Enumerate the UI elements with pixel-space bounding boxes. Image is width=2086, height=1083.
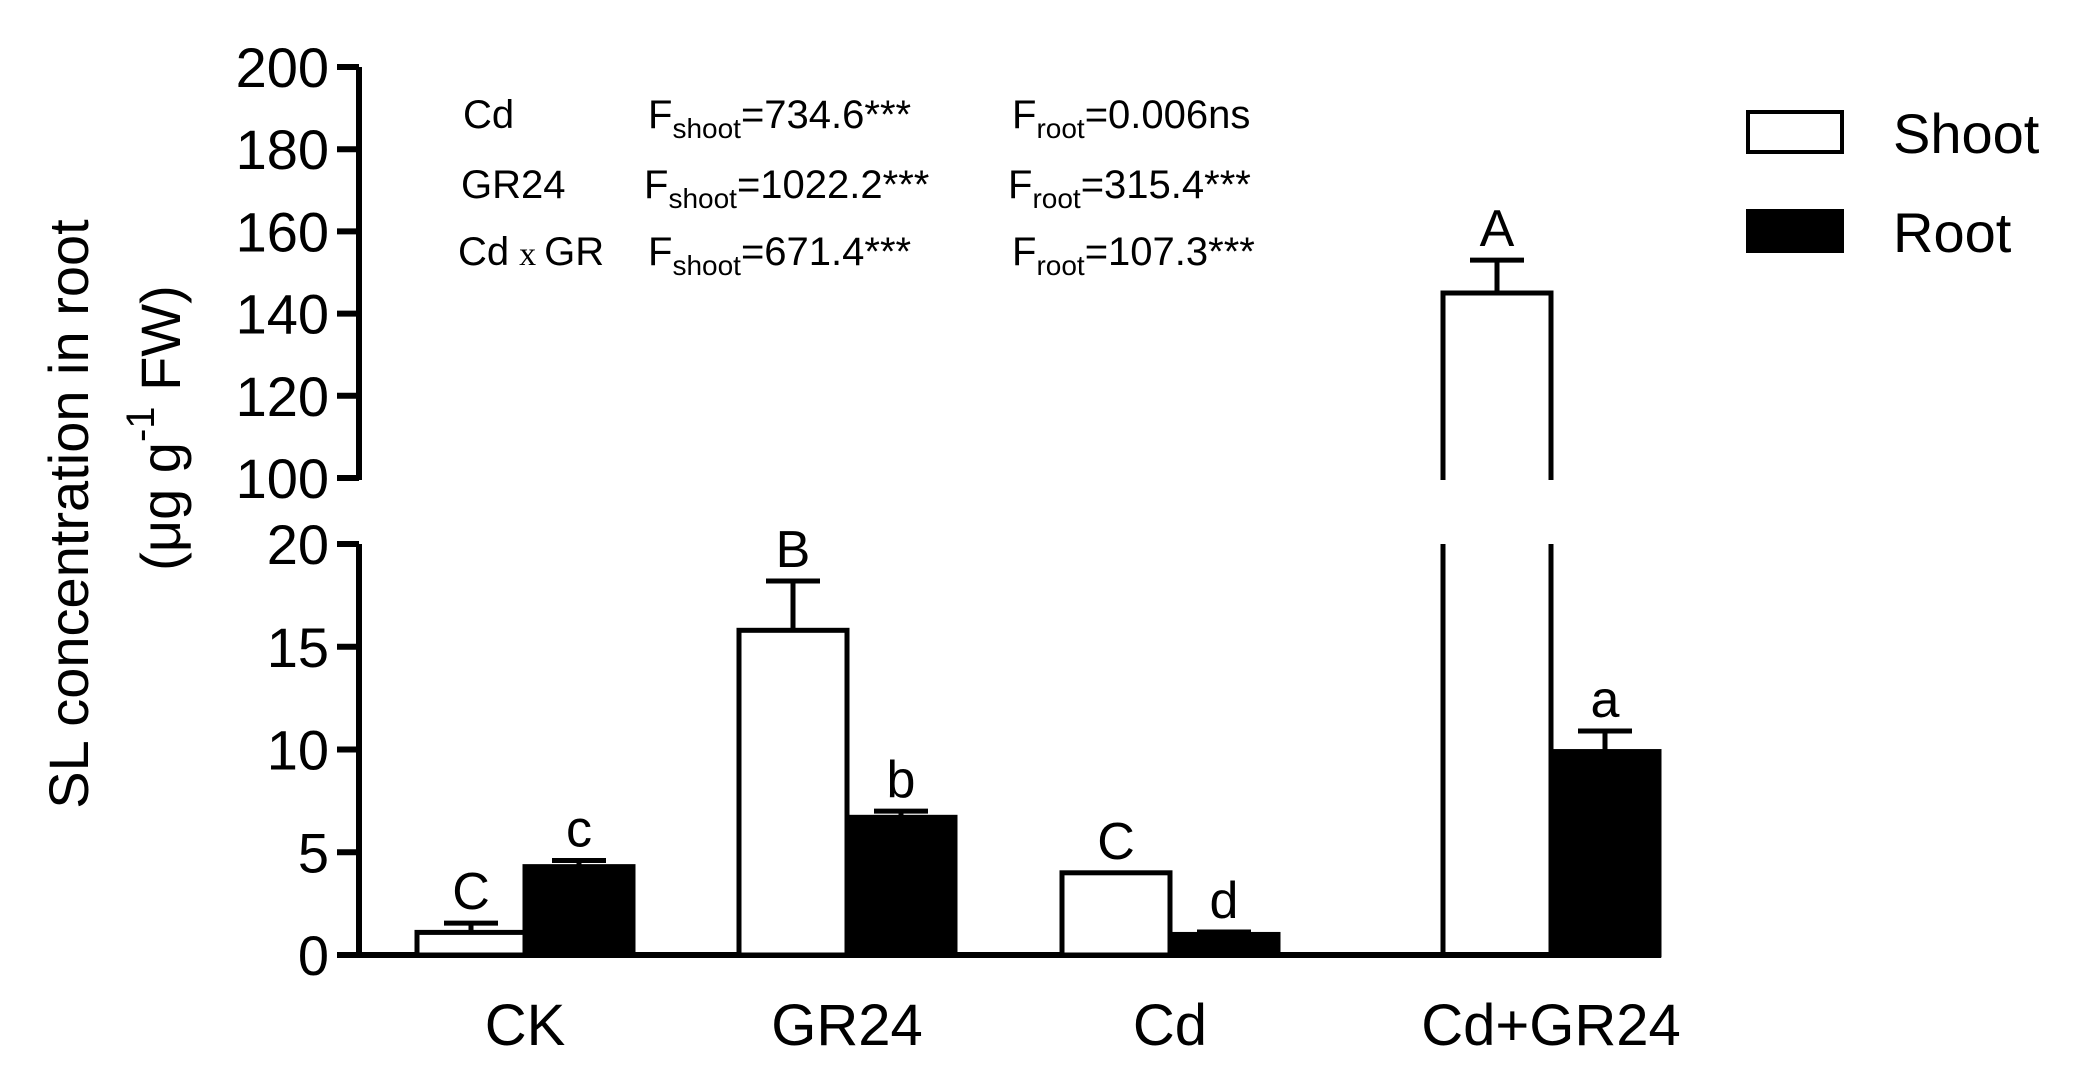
y-axis-title-line1: SL concentration in root (37, 219, 100, 809)
stat-row-cd-factor: Cd (463, 93, 514, 137)
y-upper-tick-label-200: 200 (236, 36, 329, 99)
stat-row-interaction-root: Froot=107.3*** (1012, 230, 1255, 281)
legend: Shoot Root (1746, 102, 2040, 264)
bar-root-gr24 (844, 814, 958, 958)
y-lower-tick-label-0: 0 (298, 924, 329, 987)
y-axis-title-line2: (μg g-1 FW) (119, 285, 192, 571)
bar-shoot-gr24 (736, 627, 850, 958)
y-lower-tick-label-20: 20 (267, 513, 329, 576)
error-bar-root-ck (552, 857, 606, 867)
error-bar-shoot-ck (444, 920, 498, 933)
bar-shoot-ck (414, 929, 528, 958)
error-bar-root-cd-gr24 (1578, 728, 1632, 752)
error-bar-shoot-gr24 (766, 578, 820, 631)
bar-root-cd-gr24 (1548, 749, 1662, 958)
stat-row-cd-root: Froot=0.006ns (1012, 93, 1250, 144)
stat-row-gr24-factor: GR24 (461, 163, 566, 207)
letter-shoot-gr24: B (776, 521, 811, 579)
legend-swatch-root (1746, 209, 1844, 253)
significance-letters: Cc Bb Cd Aa (452, 200, 1619, 930)
legend-swatch-shoot (1746, 110, 1844, 154)
letter-shoot-ck: C (452, 863, 490, 921)
x-tick-label-ck: CK (485, 993, 566, 1058)
bars (414, 290, 1662, 958)
letter-root-gr24: b (887, 751, 916, 809)
y-ticks-lower: 0 5 10 15 20 (267, 513, 359, 987)
error-bar-shoot-cd-gr24 (1470, 257, 1524, 294)
stat-row-interaction-factor: Cd x GR (458, 230, 604, 274)
y-upper-tick-label-100: 100 (236, 447, 329, 510)
stat-row-gr24-shoot: Fshoot=1022.2*** (644, 163, 929, 214)
legend-label-shoot: Shoot (1893, 102, 2040, 165)
error-bar-root-cd (1197, 929, 1251, 935)
error-bar-root-gr24 (874, 808, 928, 818)
stats-annotation: Cd Fshoot=734.6*** Froot=0.006ns GR24 Fs… (458, 93, 1255, 281)
letter-root-cd-gr24: a (1591, 671, 1620, 729)
letter-shoot-cd: C (1097, 813, 1135, 871)
x-tick-label-cd-gr24: Cd+GR24 (1421, 993, 1681, 1058)
letter-shoot-cd-gr24: A (1480, 200, 1515, 258)
bar-root-ck (522, 864, 636, 958)
letter-root-cd: d (1210, 872, 1239, 930)
error-bars (444, 257, 1632, 935)
y-lower-tick-label-15: 15 (267, 616, 329, 679)
x-tick-label-cd: Cd (1133, 993, 1207, 1058)
bar-shoot-cd-gr24 (1440, 290, 1554, 955)
y-upper-tick-label-160: 160 (236, 200, 329, 263)
bar-root-cd (1167, 931, 1281, 958)
y-axis-title: SL concentration in root (μg g-1 FW) (37, 219, 192, 809)
bar-shoot-cd (1059, 870, 1173, 958)
x-tick-labels: CK GR24 Cd Cd+GR24 (485, 993, 1681, 1058)
y-upper-tick-label-180: 180 (236, 118, 329, 181)
y-lower-tick-label-10: 10 (267, 719, 329, 782)
legend-label-root: Root (1893, 201, 2012, 264)
letter-root-ck: c (566, 800, 592, 858)
y-ticks-upper: 100 120 140 160 180 200 (236, 36, 359, 510)
stat-row-cd-shoot: Fshoot=734.6*** (648, 93, 911, 144)
y-lower-tick-label-5: 5 (298, 821, 329, 884)
y-upper-tick-label-120: 120 (236, 365, 329, 428)
x-tick-label-gr24: GR24 (771, 993, 923, 1058)
stat-row-gr24-root: Froot=315.4*** (1008, 163, 1251, 214)
stat-row-interaction-shoot: Fshoot=671.4*** (648, 230, 911, 281)
y-upper-tick-label-140: 140 (236, 283, 329, 346)
